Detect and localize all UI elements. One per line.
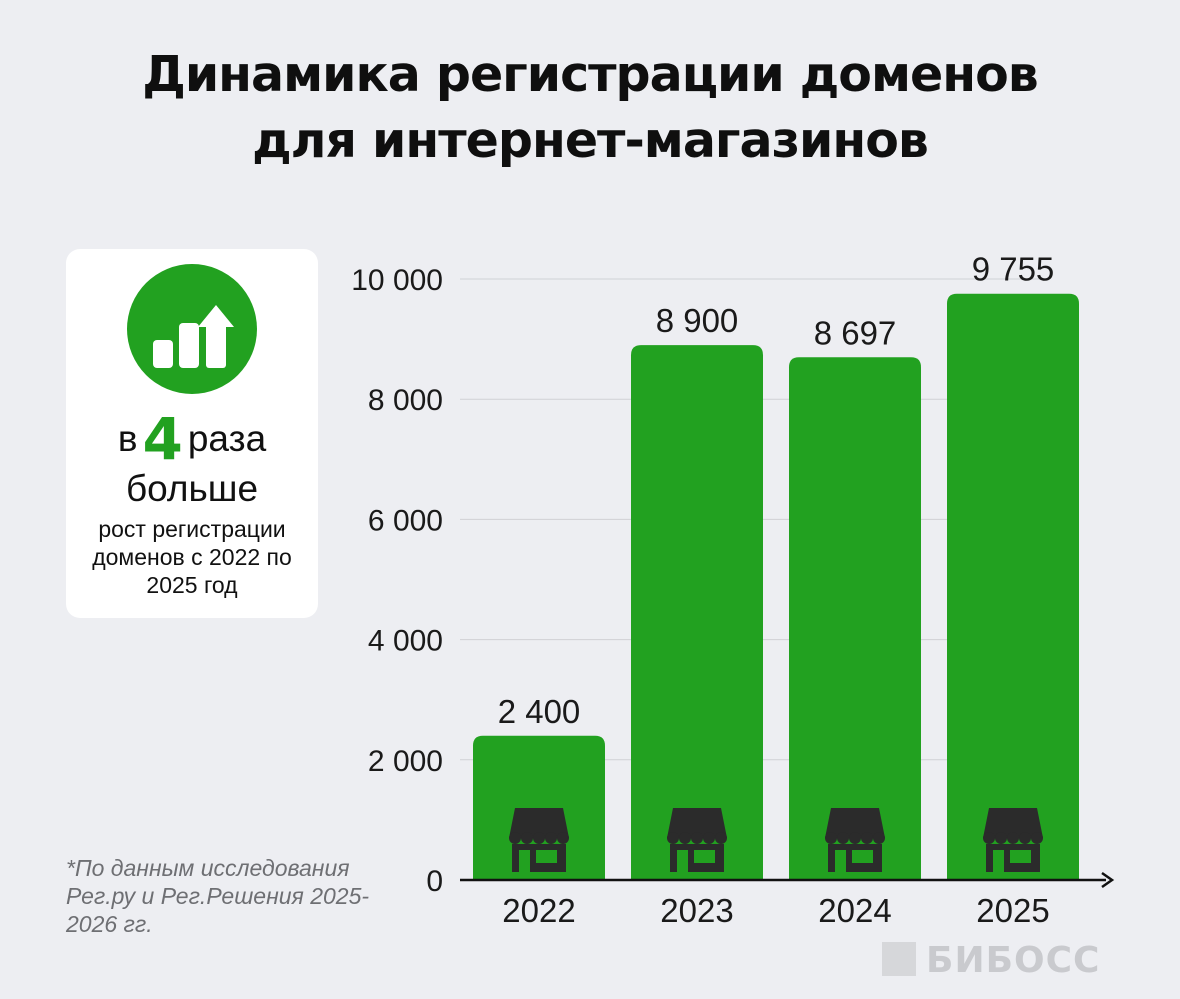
data-label: 8 697 [814,314,897,351]
highlight-card: в4 раза больше рост регистрации доменов с… [66,249,318,618]
highlight-more: больше [125,468,259,509]
y-tick-label: 6 000 [368,504,443,537]
bar-2024 [789,357,921,880]
y-tick-label: 4 000 [368,625,443,658]
bars: 2 400 8 900 8 697 9 755 [473,251,1079,880]
storefront-icon [983,808,1043,872]
y-tick-label: 10 000 [351,264,443,297]
storefront-icon [509,808,569,872]
x-tick-label: 2022 [502,892,575,929]
data-label: 2 400 [498,693,581,730]
storefront-icon [825,808,885,872]
title-line-1: Динамика регистрации доменов [142,46,1039,103]
highlight-description: рост регистрации доменов с 2022 по 2025 … [92,516,292,598]
brand-name: БИБОСС [926,940,1101,981]
highlight-prefix: в [117,418,138,459]
data-label: 9 755 [972,251,1055,288]
growth-chart-arrow-icon [127,264,257,394]
bar-2025 [947,293,1079,880]
source-note: *По данным исследования Рег.ру и Рег.Реш… [66,855,370,937]
page-title: Динамика регистрации доменов для интерне… [0,42,1180,174]
title-line-2: для интернет-магазинов [252,112,929,169]
bar-2022 [473,735,605,880]
brand-logo: БИБОСС [882,941,1112,981]
bar-2023 [631,345,763,880]
x-tick-label: 2024 [818,892,891,929]
x-tick-label: 2025 [976,892,1049,929]
data-label: 8 900 [656,302,739,339]
brand-mark-icon [882,942,916,976]
highlight-suffix: раза [187,418,267,459]
highlight-ratio: в4 раза [66,409,318,469]
y-tick-label: 0 [426,865,443,898]
x-axis-arrow-icon [1101,871,1115,889]
y-tick-label: 2 000 [368,745,443,778]
axes: 0 2 000 4 000 6 000 8 000 10 000 2022 2023 2024 2… [351,264,1115,929]
x-tick-label: 2023 [660,892,733,929]
highlight-number: 4 [142,405,183,473]
storefront-icon [667,808,727,872]
y-tick-label: 8 000 [368,384,443,417]
